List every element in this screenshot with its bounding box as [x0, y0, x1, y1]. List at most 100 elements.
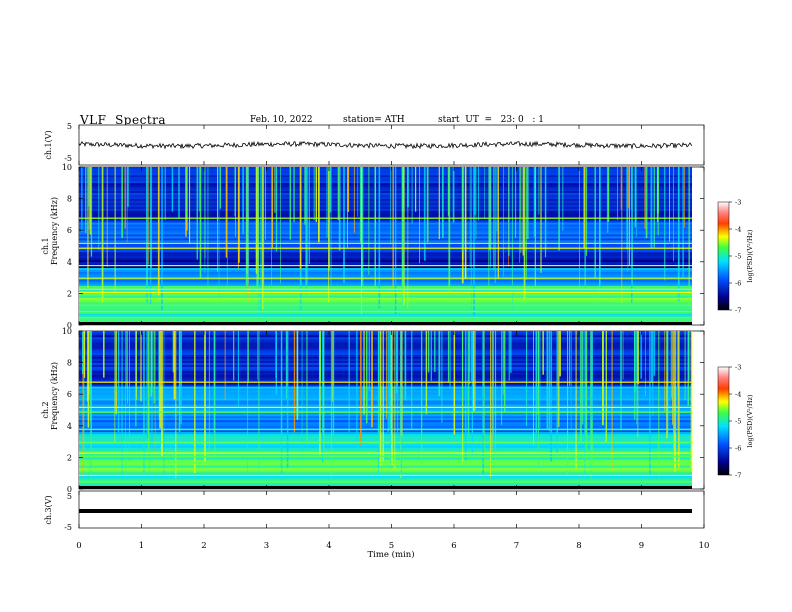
ch2-spec-band: [79, 331, 692, 334]
ch1-spheric: [600, 167, 601, 288]
ch1-spec-band: [79, 214, 692, 217]
ch2-spheric: [674, 331, 676, 472]
ch1-spheric: [198, 167, 200, 212]
ch2-spheric: [501, 331, 503, 425]
ch1-spheric: [438, 167, 440, 240]
ch1-spheric: [407, 167, 409, 208]
ch1-spheric: [87, 167, 89, 289]
ch1-spheric: [673, 167, 674, 262]
ch1-spec-band: [79, 204, 692, 207]
ch1-spheric: [307, 167, 309, 284]
ch2-spheric: [322, 331, 325, 460]
ch2-spec-band: [79, 467, 692, 470]
ch1-spheric: [540, 167, 542, 273]
ch1-spec-band: [79, 281, 692, 284]
ch2-spec-band: [79, 410, 692, 413]
ch1-spheric: [85, 167, 87, 233]
ch1-spheric: [265, 167, 266, 240]
ch1-spec-band: [79, 236, 692, 239]
ch1-spheric: [304, 167, 306, 225]
ch2-spec-band: [79, 433, 692, 436]
ch1-spheric: [196, 167, 198, 260]
ch2-spheric: [449, 331, 451, 390]
ch2-spheric: [425, 331, 428, 415]
ch2-spheric: [503, 331, 506, 412]
ch1-spec-band: [79, 267, 692, 270]
ch1-spheric: [219, 167, 222, 209]
ch2-spec-band: [79, 374, 692, 377]
ch1-spec-band: [79, 194, 692, 197]
ch1-spheric: [326, 167, 328, 238]
ch2-spec-band: [79, 334, 692, 338]
ch2-spheric: [651, 331, 653, 384]
ch1-spec-band: [79, 279, 692, 282]
ch1-spheric: [478, 167, 479, 221]
ch2-spheric: [411, 331, 413, 429]
ch2-spheric: [86, 331, 88, 402]
ch2-spheric: [469, 331, 471, 385]
ch2-spheric: [140, 331, 142, 402]
ch2-spheric: [135, 331, 137, 427]
ch1-spheric: [508, 167, 510, 256]
ch2-spheric: [672, 331, 673, 425]
ch2-spheric: [636, 331, 638, 383]
ch2-tone-line: [79, 474, 692, 476]
ch1-spec-band: [79, 311, 692, 314]
ch2-tone-line: [79, 468, 692, 470]
ch2-spheric: [467, 331, 470, 437]
ch2-spec-band: [79, 417, 692, 421]
ch2-spheric: [114, 331, 116, 442]
ch1-spheric: [401, 167, 404, 213]
ch1-spheric: [308, 167, 310, 264]
ch2-spheric: [115, 331, 117, 392]
ch2-spec-band: [79, 473, 692, 476]
ch2-spheric: [508, 331, 510, 381]
ch2-spheric: [690, 331, 693, 471]
ch1-spheric: [378, 167, 381, 309]
ch1-spec-band: [79, 190, 692, 193]
colorbar-ch2-tick-label: -7: [735, 472, 741, 480]
ch2-spheric: [491, 331, 493, 451]
ch1-tone-line: [79, 265, 692, 267]
ch2-spec-band: [79, 445, 692, 448]
ch2-ytick-label: 4: [67, 422, 72, 431]
ch1-spec-band: [79, 255, 692, 259]
ch2-tone-line: [79, 406, 692, 408]
ch1-spec-band: [79, 273, 692, 276]
ch1-spheric: [315, 167, 317, 222]
ch1-spec-band: [79, 186, 692, 190]
ch2-spheric: [368, 331, 370, 391]
ch1-spheric: [392, 167, 394, 290]
ch1-spec-band: [79, 257, 692, 261]
ch2-spec-band: [79, 384, 692, 387]
ch1-spheric: [401, 167, 404, 297]
ch1-spheric: [423, 167, 426, 261]
ch2-spheric: [421, 331, 423, 464]
ch2-spec-ylabel: Frequency (kHz): [50, 362, 59, 430]
ch2-spheric: [175, 331, 177, 478]
ch1-spec-band: [79, 251, 692, 255]
ch2-spec-band: [79, 443, 692, 446]
colorbar-ch1-tick-label: -3: [735, 199, 741, 207]
ch2-spec-band: [79, 429, 692, 433]
ch2-spheric: [82, 331, 84, 374]
ch2-tone-line: [79, 411, 692, 413]
ch1-spheric: [217, 167, 218, 272]
ch2-spheric: [430, 331, 432, 381]
ch1-spheric: [127, 167, 129, 207]
ch1-spheric: [657, 167, 659, 236]
ch2-spheric: [645, 331, 646, 397]
ch1-spectrogram-image: [79, 167, 692, 326]
ch2-spheric: [126, 331, 128, 389]
ch2-spheric: [559, 331, 561, 377]
ch1-spheric: [484, 167, 485, 220]
ch1-spheric: [121, 167, 123, 239]
x-tick-label: 0: [76, 541, 81, 551]
ch1-spec-band: [79, 167, 692, 170]
ch2-spec-band: [79, 348, 692, 352]
ch1-spheric: [650, 167, 653, 249]
ch1-spheric: [329, 167, 332, 213]
ch2-spec-band: [79, 411, 692, 415]
station-label: station= ATH: [343, 115, 405, 125]
